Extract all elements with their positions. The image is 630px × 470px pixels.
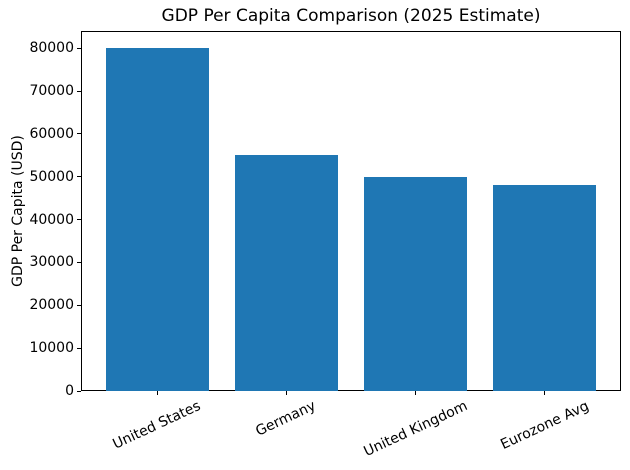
y-tick-label: 70000 <box>29 83 74 99</box>
x-tick-label: United Kingdom <box>361 397 470 460</box>
y-tick-label: 20000 <box>29 297 74 314</box>
y-tick-label: 80000 <box>29 40 74 57</box>
y-tick-mark <box>77 347 81 349</box>
y-tick-label: 10000 <box>29 340 74 357</box>
x-tick-mark <box>544 391 546 395</box>
y-tick-label: 60000 <box>29 125 74 142</box>
x-tick-label: Germany <box>253 397 319 440</box>
y-axis-label: GDP Per Capita (USD) <box>10 135 26 287</box>
x-tick-label: United States <box>110 398 204 453</box>
y-tick-label: 40000 <box>29 211 74 228</box>
bar-eurozone-avg <box>493 185 597 391</box>
x-tick-mark <box>285 391 287 395</box>
y-tick-mark <box>77 261 81 263</box>
x-tick-label: Eurozone Avg <box>497 398 592 453</box>
y-tick-label: 0 <box>65 383 74 399</box>
y-tick-mark <box>77 47 81 49</box>
x-tick-mark <box>156 391 158 395</box>
y-tick-mark <box>77 390 81 392</box>
bar-united-states <box>105 48 209 391</box>
plot-area-frame <box>81 31 621 391</box>
bar-germany <box>234 155 339 391</box>
chart-title: GDP Per Capita Comparison (2025 Estimate… <box>161 6 541 26</box>
bar-united-kingdom <box>363 176 468 391</box>
y-tick-label: 30000 <box>29 254 74 271</box>
y-tick-mark <box>77 133 81 135</box>
x-tick-mark <box>415 391 417 395</box>
y-tick-mark <box>77 176 81 178</box>
y-tick-mark <box>77 90 81 92</box>
y-tick-mark <box>77 304 81 306</box>
y-tick-label: 50000 <box>29 168 74 185</box>
y-tick-mark <box>77 219 81 221</box>
